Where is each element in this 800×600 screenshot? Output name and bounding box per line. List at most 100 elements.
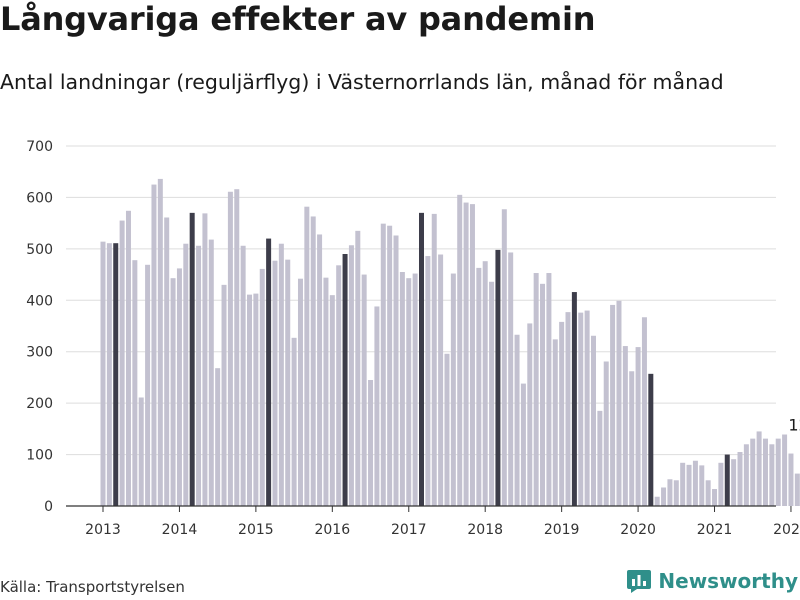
bar [514,334,520,506]
x-tick-label: 2014 [162,522,198,538]
bar [788,453,794,506]
x-tick-label: 2021 [697,522,733,538]
bar [393,235,399,506]
bar [712,489,718,506]
bar [399,272,405,506]
x-tick-label: 2020 [620,522,656,538]
bar [348,245,354,506]
bar [266,238,272,507]
bar [654,496,660,506]
bar [215,368,221,506]
bar [157,178,163,506]
bar [361,274,367,506]
bar [546,273,552,506]
bar [782,434,788,506]
y-tick-label: 500 [26,242,53,258]
bar [559,321,565,506]
source-note: Källa: Transportstyrelsen [0,578,185,596]
bar [119,220,125,507]
bar [317,234,323,506]
bar [342,254,348,506]
bar [106,243,112,506]
bar [196,245,202,506]
bar [368,380,374,506]
bar [113,243,119,506]
bar [151,184,157,507]
y-tick-label: 0 [44,499,53,515]
y-tick-label: 300 [26,345,53,361]
bar [686,464,692,506]
x-tick-label: 2016 [314,522,350,538]
newsworthy-logo[interactable]: Newsworthy [626,568,798,594]
bar [501,209,507,506]
bar [221,284,227,506]
bar [508,252,514,506]
x-tick-label: 2019 [544,522,580,538]
bar [489,281,495,506]
bar [463,202,469,507]
bar [240,245,246,506]
bar [533,273,539,506]
bar [775,438,781,506]
bar [565,312,571,506]
chart-title: Långvariga effekter av pandemin [0,0,596,38]
bar [705,480,711,506]
bar [737,452,743,506]
bar [278,243,284,506]
bar [138,397,144,506]
bar [234,189,240,506]
bar [610,304,616,506]
bar [272,260,278,506]
y-tick-label: 700 [26,139,53,155]
bar [622,346,628,506]
bar [380,223,386,506]
bar [444,353,450,506]
bar [469,204,475,506]
bar [718,462,724,506]
bar [247,294,253,506]
x-tick-label: 2022 [773,522,800,538]
bar [756,431,762,506]
x-tick-label: 2017 [391,522,427,538]
annotation-label: 120 [788,415,800,434]
bar [259,268,265,506]
bar [578,312,584,506]
bar [145,264,151,506]
bar [132,260,138,506]
bar [629,371,635,506]
bar [164,217,170,506]
bar [641,317,647,506]
bar [648,373,654,506]
bar [520,383,526,506]
bar [374,306,380,506]
bar [438,254,444,506]
x-tick-label: 2013 [85,522,121,538]
bar [699,465,705,506]
bar [482,261,488,506]
bar [743,444,749,506]
bar [170,278,176,506]
bar [355,230,361,506]
bar [431,213,437,506]
bar [329,295,335,506]
bar [603,361,609,506]
y-tick-label: 100 [26,448,53,464]
y-tick-label: 400 [26,293,53,309]
bar [750,438,756,506]
bar [183,243,189,506]
bar [635,347,641,506]
bar [571,292,577,506]
bar [189,212,195,506]
bar [304,206,310,506]
bar [412,273,418,506]
bar [125,210,131,507]
bar [176,268,182,506]
bar [495,249,501,506]
bar [794,473,800,506]
newsworthy-logo-icon [627,570,652,593]
bar [673,480,679,506]
brand-name: Newsworthy [658,569,798,593]
bar [285,259,291,506]
bar [584,310,590,506]
